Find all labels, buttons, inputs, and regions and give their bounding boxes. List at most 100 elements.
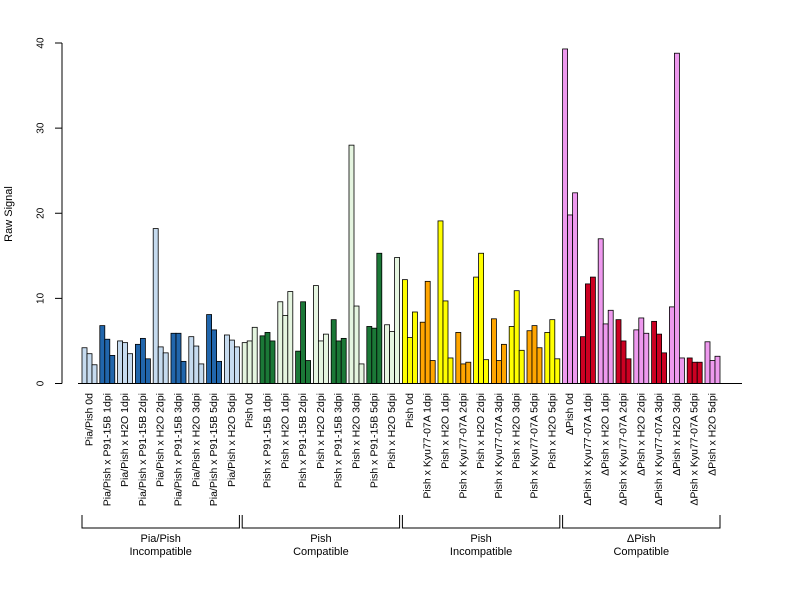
x-tick-label: ΔPish x Kyu77-07A 5dpi bbox=[689, 393, 701, 506]
bar bbox=[157, 346, 164, 384]
bar bbox=[536, 347, 543, 384]
bar bbox=[162, 352, 169, 384]
bar bbox=[620, 340, 627, 384]
bar bbox=[175, 332, 182, 384]
bar bbox=[696, 361, 703, 384]
bar bbox=[679, 357, 685, 384]
bar bbox=[180, 360, 187, 384]
bar bbox=[259, 335, 266, 384]
bar bbox=[411, 311, 418, 384]
y-tick-label: 10 bbox=[36, 292, 47, 304]
x-tick-label: Pish x H2O 2dpi bbox=[475, 393, 487, 469]
bar bbox=[406, 337, 413, 384]
bar bbox=[597, 238, 604, 384]
bar bbox=[554, 358, 561, 384]
bar bbox=[704, 341, 711, 384]
x-tick-label: ΔPish x Kyu77-07A 2dpi bbox=[618, 393, 630, 506]
group-bracket bbox=[401, 515, 561, 529]
x-tick-label: Pish 0d bbox=[404, 393, 416, 428]
x-tick-label: Pish x H2O 2dpi bbox=[315, 393, 327, 469]
y-tick-label: 30 bbox=[36, 122, 47, 134]
bar bbox=[651, 320, 657, 384]
x-tick-label: Pish x P91-15B 1dpi bbox=[262, 393, 274, 488]
x-tick-label: Pish x H2O 3dpi bbox=[511, 393, 523, 469]
x-tick-label: Pia/Pish x H2O 1dpi bbox=[119, 393, 131, 487]
bar bbox=[513, 290, 520, 384]
bar bbox=[518, 349, 525, 384]
bar bbox=[544, 332, 551, 384]
bar bbox=[211, 329, 218, 384]
x-tick-label: Pia/Pish x H2O 2dpi bbox=[155, 393, 167, 487]
bar bbox=[322, 333, 329, 384]
bar bbox=[91, 364, 98, 384]
bar bbox=[358, 363, 365, 384]
bar bbox=[429, 360, 436, 384]
group-label: Pia/Pish bbox=[141, 533, 181, 545]
bar bbox=[389, 331, 396, 384]
x-tick-label: Pish x Kyu77-07A 3dpi bbox=[493, 393, 505, 499]
bar bbox=[282, 314, 289, 384]
x-tick-label: ΔPish x H2O 5dpi bbox=[707, 393, 719, 476]
bar bbox=[376, 252, 383, 384]
x-tick-label: Pish x H2O 5dpi bbox=[546, 393, 558, 469]
bar bbox=[580, 336, 586, 384]
bar bbox=[269, 340, 276, 384]
bar bbox=[473, 276, 480, 384]
bar bbox=[99, 325, 106, 384]
bar bbox=[335, 340, 342, 384]
x-tick-label: Pia/Pish x P91-15B 5dpi bbox=[208, 393, 220, 506]
bar bbox=[661, 352, 667, 384]
group-sublabel: Incompatible bbox=[130, 546, 192, 558]
bar bbox=[277, 301, 284, 384]
x-tick-label: Pish x H2O 3dpi bbox=[351, 393, 363, 469]
bar bbox=[353, 305, 360, 384]
group-label: ΔPish bbox=[627, 533, 656, 545]
bar bbox=[500, 343, 507, 384]
bar bbox=[478, 252, 485, 384]
bar bbox=[669, 306, 675, 384]
bar bbox=[317, 340, 324, 384]
x-tick-label: Pia/Pish x P91-15B 3dpi bbox=[173, 393, 185, 506]
bar bbox=[508, 326, 515, 384]
bar bbox=[419, 321, 426, 384]
bar bbox=[424, 280, 431, 384]
bar bbox=[127, 353, 133, 384]
bar bbox=[455, 332, 462, 384]
bar bbox=[643, 332, 650, 384]
bar bbox=[674, 52, 680, 384]
group-label: Pish bbox=[310, 533, 331, 545]
bar bbox=[401, 279, 408, 384]
bar bbox=[625, 358, 632, 384]
bar bbox=[233, 346, 240, 384]
bar bbox=[246, 340, 253, 384]
bar bbox=[384, 324, 391, 384]
bar bbox=[170, 332, 177, 384]
bar bbox=[241, 342, 248, 384]
bar bbox=[602, 323, 609, 384]
y-tick-label: 40 bbox=[36, 37, 47, 49]
bar bbox=[686, 357, 693, 384]
bar bbox=[437, 220, 444, 384]
group-sublabel: Compatible bbox=[293, 546, 349, 558]
bar bbox=[193, 345, 200, 384]
group-label: Pish bbox=[470, 533, 491, 545]
bar bbox=[633, 329, 640, 384]
x-tick-label: Pish x H2O 5dpi bbox=[386, 393, 398, 469]
bar bbox=[447, 357, 454, 384]
bar bbox=[549, 319, 556, 384]
bar bbox=[572, 192, 578, 384]
bar bbox=[216, 360, 223, 384]
bar bbox=[638, 317, 645, 384]
bars bbox=[81, 48, 721, 384]
bar bbox=[295, 350, 302, 384]
y-axis-label: Raw Signal bbox=[3, 186, 15, 242]
bar bbox=[188, 336, 195, 384]
bar bbox=[104, 338, 111, 384]
x-tick-label: Pia/Pish x P91-15B 1dpi bbox=[101, 393, 113, 506]
x-tick-label: ΔPish x H2O 3dpi bbox=[671, 393, 683, 476]
y-tick-label: 20 bbox=[36, 207, 47, 219]
bar bbox=[122, 342, 128, 384]
group-sublabel: Incompatible bbox=[450, 546, 512, 558]
bar bbox=[300, 301, 307, 384]
